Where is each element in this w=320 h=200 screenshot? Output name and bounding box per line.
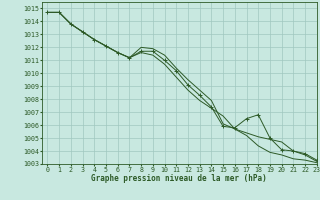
- X-axis label: Graphe pression niveau de la mer (hPa): Graphe pression niveau de la mer (hPa): [91, 174, 267, 183]
